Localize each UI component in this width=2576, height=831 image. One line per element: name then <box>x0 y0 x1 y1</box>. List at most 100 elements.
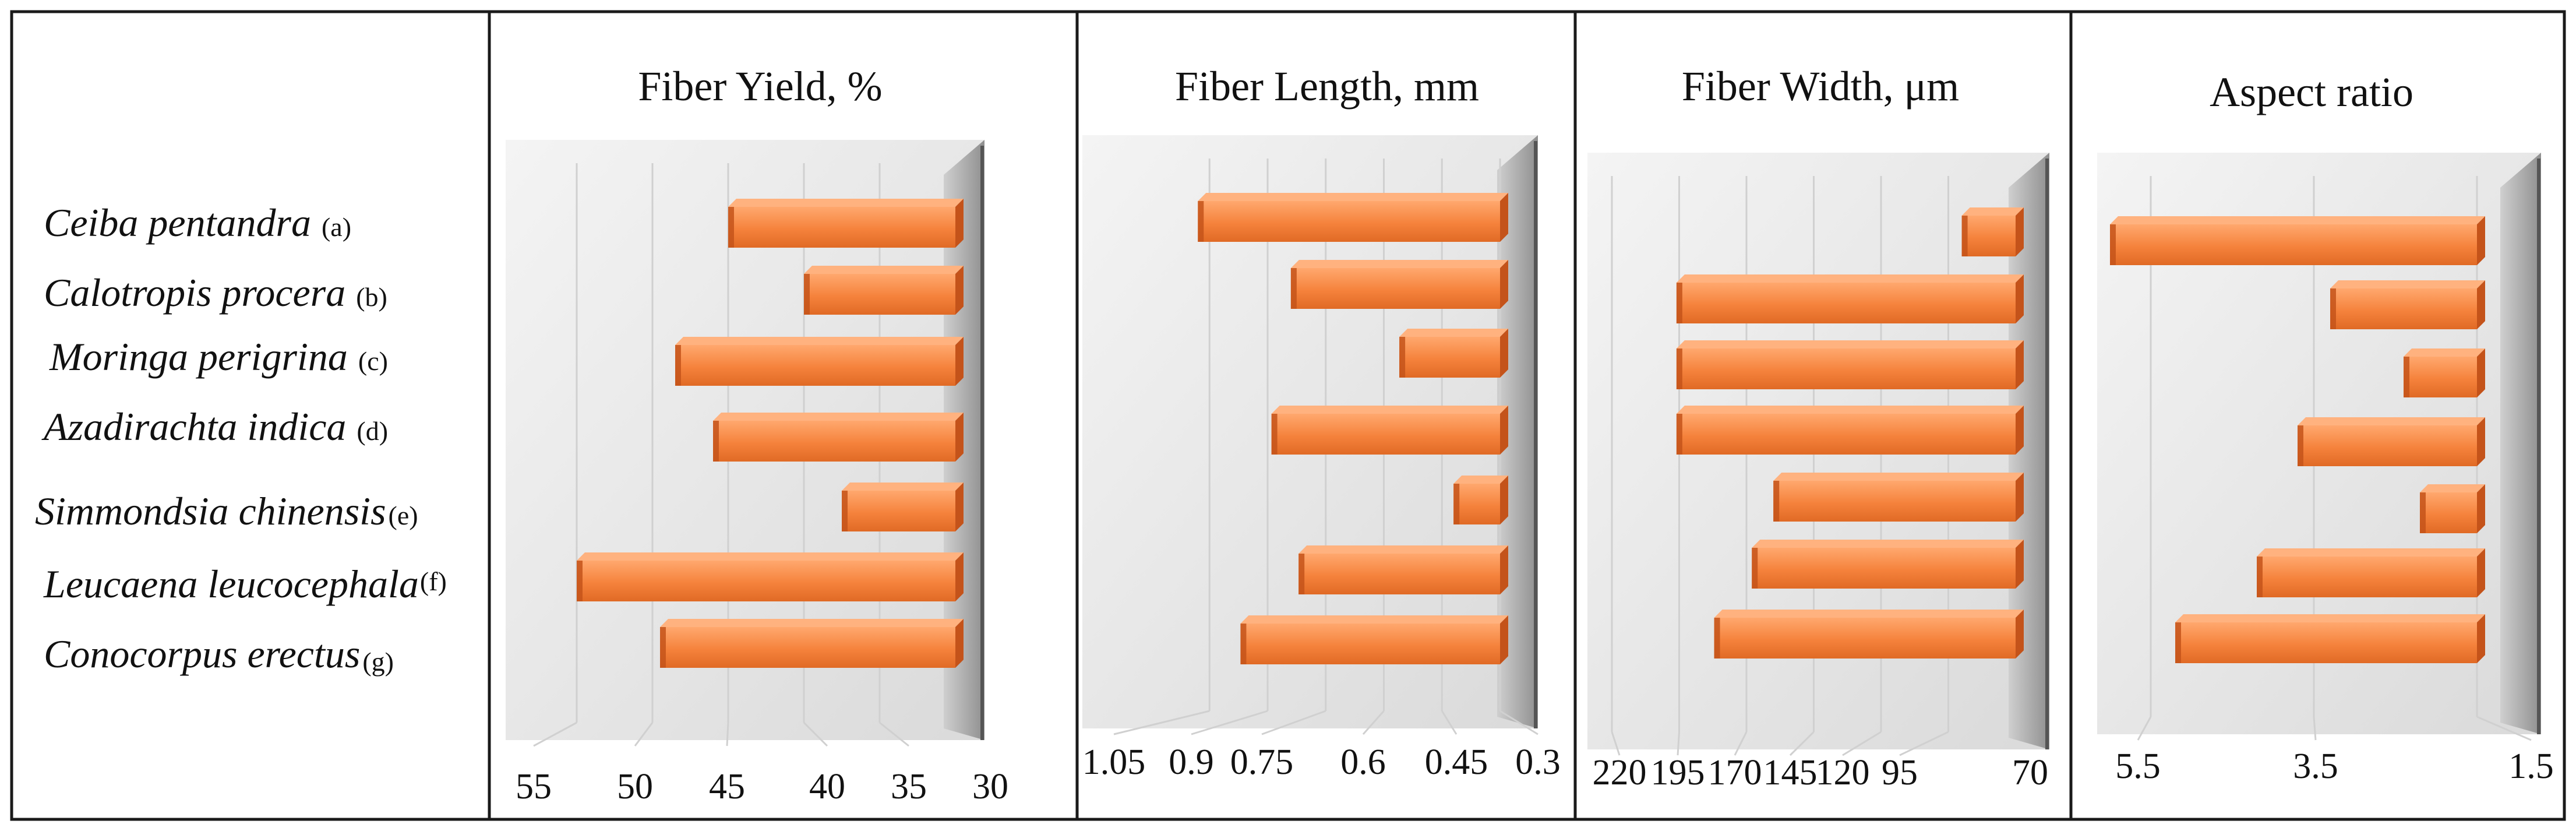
gridline-floor <box>1611 731 1621 756</box>
chart-fiber-length: 1.05 0.9 0.75 0.6 0.45 0.3 <box>1082 135 1561 782</box>
gridline-floor <box>1842 731 1882 756</box>
bar <box>2404 348 2485 397</box>
bar-side-face <box>2477 548 2485 597</box>
bar-side-face <box>955 619 964 668</box>
bar-side-face <box>1500 260 1508 309</box>
gridline-floor <box>1191 710 1268 735</box>
species-label-azadirachta: Azadirachta indica (d) <box>41 404 388 449</box>
table-frame <box>10 10 2566 821</box>
gridline-floor <box>1789 731 1815 756</box>
bar-side-face <box>2477 216 2485 265</box>
bar <box>2175 614 2485 663</box>
bar-end-cap <box>1240 624 1247 664</box>
x-tick-label: 5.5 <box>2115 747 2161 786</box>
bar-top-face <box>1298 545 1508 554</box>
bar-top-face <box>2330 280 2485 288</box>
bar-side-face <box>2016 340 2024 389</box>
x-tick-label: 0.9 <box>1169 742 1214 782</box>
species-label-ceiba: Ceiba pentandra (a) <box>44 200 351 245</box>
bar-front-face <box>2110 224 2477 265</box>
bar-front-face <box>2175 622 2477 663</box>
bar-top-face <box>1399 329 1508 337</box>
x-tick-label: 3.5 <box>2293 747 2338 786</box>
bar <box>842 483 964 531</box>
bar-front-face <box>728 207 955 248</box>
bar-end-cap <box>1453 484 1460 524</box>
species-label-calotropis: Calotropis procera (b) <box>44 270 387 315</box>
bar-side-face <box>2016 406 2024 455</box>
bar-end-cap <box>675 345 681 386</box>
bar <box>577 552 964 601</box>
x-tick-label: 0.6 <box>1340 742 1386 782</box>
bar <box>1240 615 1508 664</box>
bar-front-face <box>1240 624 1500 664</box>
bar <box>2257 548 2485 597</box>
x-tick-label: 95 <box>1882 753 1918 793</box>
bar-top-face <box>1453 476 1508 484</box>
gridline-floor <box>1113 710 1210 735</box>
bar <box>2298 417 2485 466</box>
bar-top-face <box>1773 473 2024 481</box>
bar <box>1290 260 1508 309</box>
panel-title-fiber-width: Fiber Width, μm <box>1682 63 1959 110</box>
chart-aspect-ratio: 5.5 3.5 1.5 <box>2097 153 2554 786</box>
bar-front-face <box>1752 548 2016 589</box>
bar <box>1714 610 2024 659</box>
bar-end-cap <box>1961 216 1968 256</box>
x-tick-label: 220 <box>1593 753 1647 793</box>
gridline-floor <box>2476 716 2532 741</box>
bar-side-face <box>2016 473 2024 522</box>
bar-front-face <box>1714 618 2016 659</box>
bar-front-face <box>842 491 955 531</box>
species-label-simmondsia: Simmondsia chinensis(e) <box>35 489 418 533</box>
bar <box>1271 406 1508 455</box>
bar-side-face <box>2477 348 2485 397</box>
bar-front-face <box>1453 484 1500 524</box>
bar-top-face <box>1198 193 1508 201</box>
gridline-floor <box>2313 716 2317 741</box>
bar-end-cap <box>2404 357 2409 397</box>
bar-front-face <box>1676 283 2016 323</box>
chart-fiber-yield: 55 50 45 40 35 30 <box>506 140 1008 807</box>
bar <box>2110 216 2485 265</box>
bar-front-face <box>660 627 955 668</box>
bar-end-cap <box>804 274 810 315</box>
bar <box>1961 207 2024 256</box>
bar <box>1676 340 2024 389</box>
bar-top-face <box>577 552 964 561</box>
bar-end-cap <box>1676 414 1682 455</box>
bar-front-face <box>675 345 955 386</box>
bar <box>1752 540 2024 589</box>
bar <box>1399 329 1508 378</box>
bar-end-cap <box>2257 557 2263 597</box>
x-tick-label: 30 <box>972 767 1008 807</box>
bar-front-face <box>2257 557 2477 597</box>
gridline-floor <box>2137 716 2152 741</box>
gridline-floor <box>1677 731 1680 756</box>
x-tick-label: 40 <box>809 767 845 807</box>
x-tick-label: 55 <box>516 767 552 807</box>
x-tick-label: 1.5 <box>2508 747 2554 786</box>
gridline-floor <box>1362 710 1385 735</box>
bar-end-cap <box>1290 268 1297 309</box>
bar-top-face <box>2420 484 2485 492</box>
gridline-floor <box>634 722 654 747</box>
bar-side-face <box>2477 417 2485 466</box>
x-tick-label: 170 <box>1708 753 1762 793</box>
bar-top-face <box>2175 614 2485 622</box>
bar <box>2330 280 2485 329</box>
bar-end-cap <box>1198 201 1204 242</box>
bar-top-face <box>1271 406 1508 414</box>
bar-end-cap <box>1399 337 1406 378</box>
bar-top-face <box>660 619 964 627</box>
bar-side-face <box>955 266 964 315</box>
bar-front-face <box>2404 357 2477 397</box>
x-tick-label: 45 <box>709 767 745 807</box>
x-tick-label: 0.45 <box>1425 742 1488 782</box>
x-tick-label: 35 <box>891 767 927 807</box>
bar-side-face <box>955 413 964 462</box>
bar <box>1198 193 1508 242</box>
bar-top-face <box>842 483 964 491</box>
bar-side-face <box>2016 274 2024 323</box>
